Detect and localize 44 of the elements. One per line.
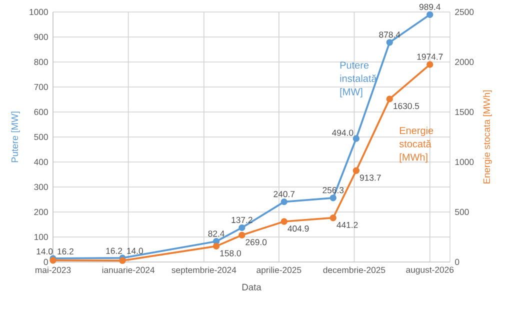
data-label: 913.7 [360, 174, 381, 181]
x-tick-label: august-2026 [406, 266, 454, 275]
data-label: 16.2 [106, 248, 122, 254]
y-tick-label: 300 [34, 184, 48, 190]
x-tick-label: ianuarie-2024 [102, 266, 155, 274]
y2-tick-label: 1500 [455, 108, 474, 116]
data-label: 269.0 [246, 239, 267, 246]
y2-tick-label: 500 [455, 208, 469, 216]
data-label: 16.2 [58, 248, 74, 254]
y-tick-label: 400 [34, 158, 48, 166]
x-tick-label: decembrie-2025 [323, 266, 386, 274]
y-tick-label: 1000 [30, 8, 48, 16]
data-label: 878.4 [379, 32, 400, 38]
data-label: 1630.5 [394, 102, 420, 110]
data-label: 989.4 [419, 4, 440, 10]
data-label: 1974.7 [417, 54, 443, 60]
y-tick-label: 900 [34, 34, 48, 40]
y2-tick-label: 2000 [455, 58, 474, 66]
data-label: 404.9 [288, 226, 309, 232]
y2-tick-label: 2500 [455, 8, 474, 16]
y-axis-title: Putere [MW] [11, 112, 20, 162]
y2-axis-title: Energie stocata [MWh] [483, 90, 492, 184]
y-tick-label: 700 [34, 84, 48, 90]
x-tick-label: aprilie-2025 [256, 266, 302, 275]
y-tick-label: 0 [44, 258, 48, 266]
x-axis-title: Data [242, 284, 262, 290]
x-tick-label: mai-2023 [36, 266, 71, 274]
x-tick-label: septembrie-2024 [172, 266, 236, 275]
data-label: 240.7 [274, 191, 295, 198]
data-label: 158.0 [220, 250, 241, 256]
y2-tick-label: 0 [455, 258, 460, 266]
y-tick-label: 500 [34, 134, 48, 140]
y-tick-label: 200 [34, 208, 48, 216]
data-label: 14.0 [127, 248, 143, 254]
data-label: 441.2 [336, 222, 358, 228]
y2-tick-label: 1000 [455, 158, 474, 166]
y-tick-label: 100 [34, 234, 48, 240]
data-label: 494.0 [332, 130, 354, 136]
data-label: 137.2 [232, 216, 252, 224]
y-tick-label: 600 [34, 108, 48, 116]
text: Energie stocată [MWh] [399, 126, 434, 163]
y-tick-label: 800 [34, 58, 48, 66]
data-label: 82.4 [208, 230, 224, 237]
data-label: 14.0 [36, 248, 53, 254]
